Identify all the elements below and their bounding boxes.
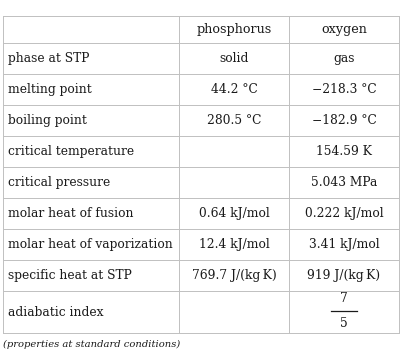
Text: 5: 5: [339, 317, 347, 329]
Text: molar heat of fusion: molar heat of fusion: [8, 207, 133, 220]
Text: −218.3 °C: −218.3 °C: [311, 83, 375, 96]
Text: molar heat of vaporization: molar heat of vaporization: [8, 238, 172, 251]
Text: 0.222 kJ/mol: 0.222 kJ/mol: [304, 207, 383, 220]
Text: −182.9 °C: −182.9 °C: [311, 114, 375, 127]
Text: 154.59 K: 154.59 K: [315, 145, 371, 158]
Text: phase at STP: phase at STP: [8, 52, 89, 65]
Text: 5.043 MPa: 5.043 MPa: [310, 176, 376, 189]
Text: phosphorus: phosphorus: [196, 23, 271, 36]
Text: oxygen: oxygen: [320, 23, 366, 36]
Text: 280.5 °C: 280.5 °C: [207, 114, 261, 127]
Text: 919 J/(kg K): 919 J/(kg K): [307, 269, 380, 282]
Text: gas: gas: [332, 52, 354, 65]
Text: 769.7 J/(kg K): 769.7 J/(kg K): [191, 269, 276, 282]
Text: critical pressure: critical pressure: [8, 176, 110, 189]
Text: specific heat at STP: specific heat at STP: [8, 269, 132, 282]
Text: 12.4 kJ/mol: 12.4 kJ/mol: [198, 238, 269, 251]
Text: 3.41 kJ/mol: 3.41 kJ/mol: [308, 238, 379, 251]
Text: adiabatic index: adiabatic index: [8, 306, 103, 318]
Text: boiling point: boiling point: [8, 114, 87, 127]
Text: solid: solid: [219, 52, 248, 65]
Text: (properties at standard conditions): (properties at standard conditions): [3, 340, 180, 349]
Text: 7: 7: [339, 292, 347, 305]
Text: 0.64 kJ/mol: 0.64 kJ/mol: [198, 207, 269, 220]
Text: 44.2 °C: 44.2 °C: [211, 83, 257, 96]
Text: critical temperature: critical temperature: [8, 145, 134, 158]
Text: melting point: melting point: [8, 83, 91, 96]
